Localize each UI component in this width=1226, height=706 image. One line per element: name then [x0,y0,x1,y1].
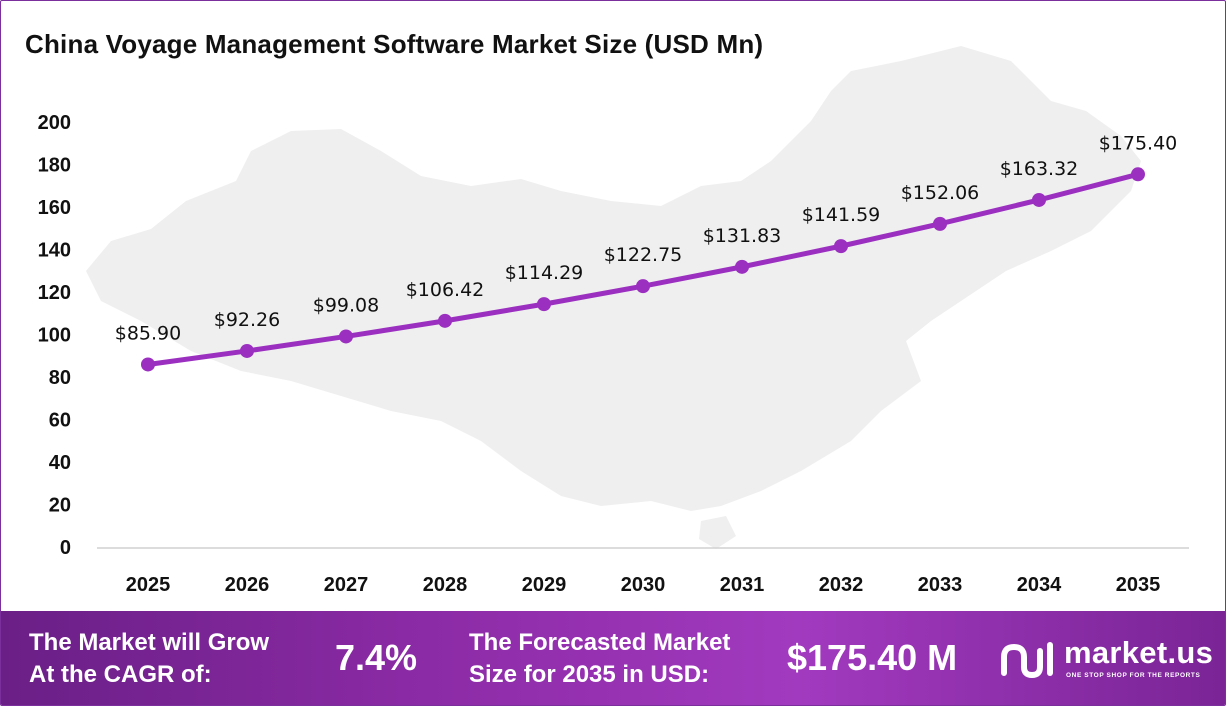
data-point [537,297,551,312]
data-point [339,329,353,344]
data-label: $114.29 [505,262,584,284]
data-point [1032,192,1046,207]
x-tick-label: 2031 [720,574,765,596]
cagr-value: 7.4% [335,637,418,678]
data-label: $92.26 [214,309,280,331]
data-label: $131.83 [703,225,782,247]
y-tick-label: 180 [38,155,71,177]
data-label: $106.42 [406,279,485,301]
data-point [141,357,155,372]
x-tick-label: 2026 [225,574,270,596]
hainan-island-background [699,516,736,549]
data-point [933,216,947,231]
x-tick-label: 2034 [1017,574,1062,596]
data-point [834,239,848,254]
y-tick-label: 100 [38,325,71,347]
y-tick-label: 140 [38,240,71,262]
cagr-label: The Market will Grow At the CAGR of: [29,627,269,691]
y-tick-label: 160 [38,197,71,219]
x-tick-label: 2029 [522,574,567,596]
data-label: $175.40 [1099,132,1178,154]
cagr-label-line2: At the CAGR of: [29,661,212,688]
y-axis-ticks: 0 20 40 60 80 100 120 140 160 180 200 [38,112,71,559]
data-point [240,343,254,358]
data-label: $99.08 [313,294,379,316]
data-point [438,313,452,328]
y-tick-label: 20 [49,495,71,517]
chart-title: China Voyage Management Software Market … [25,29,764,59]
x-tick-label: 2027 [324,574,369,596]
y-tick-label: 200 [38,112,71,134]
cagr-label-line1: The Market will Grow [29,629,270,656]
line-chart: 0 20 40 60 80 100 120 140 160 180 200 2025 2026 2027… [38,46,1189,596]
data-label: $163.32 [1000,158,1079,180]
x-tick-label: 2028 [423,574,468,596]
forecast-value: $175.40 M [787,637,958,678]
x-tick-label: 2033 [918,574,963,596]
data-point [1131,167,1145,182]
data-label: $85.90 [115,322,181,344]
footer-banner: The Market will Grow At the CAGR of: 7.4… [1,611,1225,705]
x-tick-label: 2032 [819,574,864,596]
y-tick-label: 80 [49,367,71,389]
data-label: $152.06 [901,182,980,204]
data-labels: $85.90 $92.26 $99.08 $106.42 $114.29 $122.75 $… [115,132,1178,344]
x-tick-label: 2035 [1116,574,1161,596]
y-tick-label: 0 [60,537,71,559]
market-us-logo-icon [1001,642,1053,679]
data-point [735,259,749,274]
x-axis-ticks: 2025 2026 2027 2028 2029 2030 2031 2032 2033 2034… [126,574,1161,596]
data-label: $122.75 [604,244,683,266]
china-map-background [86,46,1141,511]
data-label: $141.59 [802,204,881,226]
forecast-label-line2: Size for 2035 in USD: [469,661,710,688]
x-tick-label: 2025 [126,574,171,596]
logo-tagline: ONE STOP SHOP FOR THE REPORTS [1066,672,1201,679]
y-tick-label: 40 [49,452,71,474]
forecast-label-line1: The Forecasted Market [469,629,731,656]
data-point [636,279,650,294]
x-tick-label: 2030 [621,574,666,596]
y-tick-label: 120 [38,282,71,304]
forecast-label: The Forecasted Market Size for 2035 in U… [469,627,730,691]
logo-name: market.us [1064,635,1214,670]
y-tick-label: 60 [49,410,71,432]
data-points [141,167,1145,372]
market-us-logo: market.us ONE STOP SHOP FOR THE REPORTS [998,631,1223,691]
